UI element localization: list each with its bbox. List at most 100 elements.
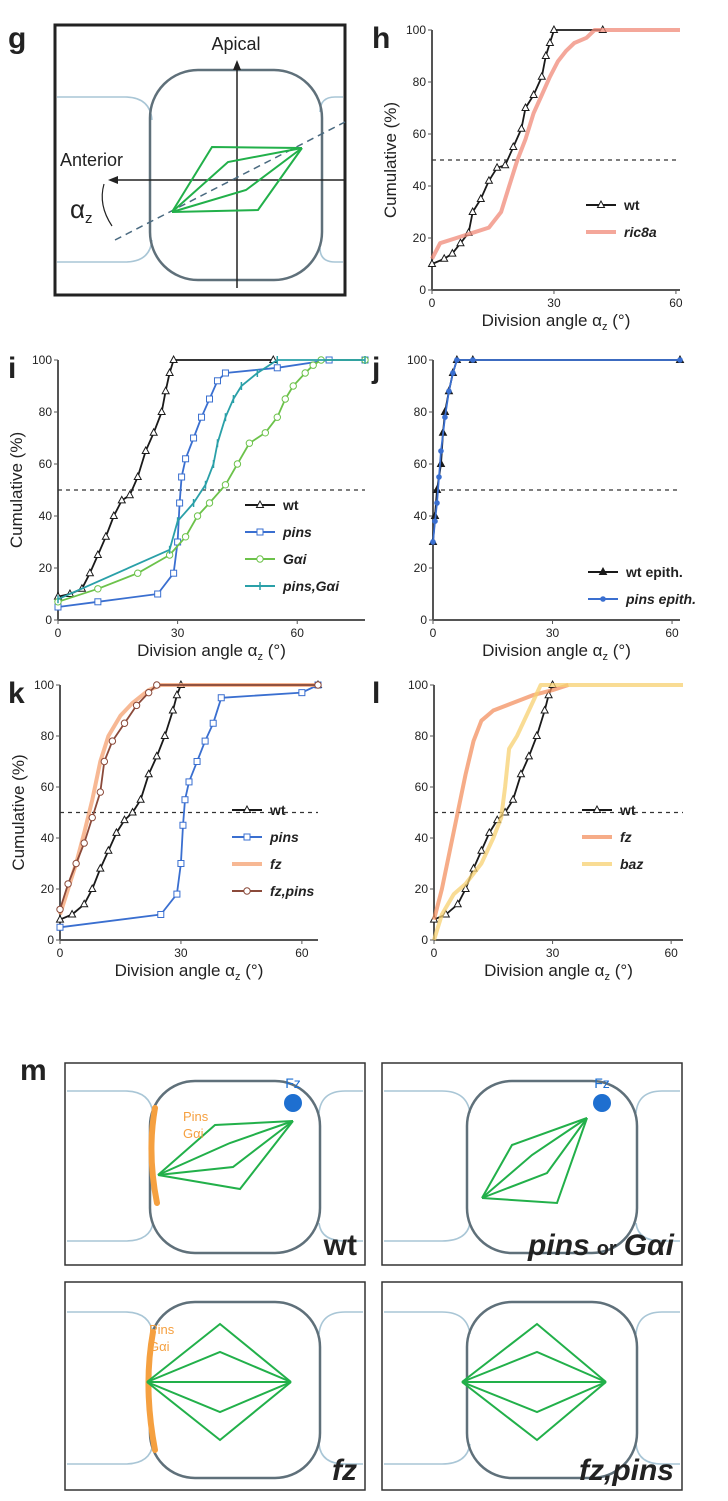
series-line <box>57 359 274 598</box>
genotype-part: Gαi <box>624 1229 675 1262</box>
marker <box>190 434 198 442</box>
marker <box>170 569 178 577</box>
marker <box>96 788 105 796</box>
frame <box>64 1281 366 1491</box>
marker <box>438 448 444 454</box>
y-tick-label: 100 <box>32 353 52 367</box>
x-tick-label: 60 <box>291 626 305 640</box>
x-axis-label-part: z <box>603 651 609 663</box>
legend-label: wt <box>269 802 286 818</box>
panel-m-fz: Pins Gαi fz <box>64 1281 366 1491</box>
marker <box>185 778 193 786</box>
y-tick-label: 20 <box>39 561 53 575</box>
neighbor-cells <box>67 1090 363 1242</box>
genotype: pins or Gαi <box>527 1229 675 1262</box>
y-tick-label: 100 <box>408 678 428 692</box>
marker <box>256 555 264 563</box>
label-apical: Apical <box>211 34 260 54</box>
marker <box>56 923 64 931</box>
subscript: z <box>85 210 93 227</box>
panel-label: l <box>372 677 380 710</box>
marker <box>289 382 297 390</box>
marker <box>128 807 137 816</box>
x-tick-label: 0 <box>431 946 438 960</box>
marker <box>549 24 559 33</box>
x-tick-label: 30 <box>547 296 561 310</box>
marker <box>205 499 214 507</box>
marker <box>454 357 460 363</box>
marker <box>446 388 452 395</box>
panel-m-pins: Fz pins or Gαi <box>381 1062 683 1266</box>
y-tick-label: 40 <box>415 831 429 845</box>
marker <box>243 887 251 895</box>
marker <box>470 357 476 363</box>
x-axis-label: Division angle αz (°) <box>115 961 264 983</box>
x-axis-label-part: (°) <box>608 641 631 660</box>
marker <box>179 821 187 829</box>
series-line <box>59 684 318 910</box>
marker <box>517 123 526 132</box>
marker <box>144 688 153 697</box>
label-anterior: Anterior <box>60 150 123 170</box>
y-tick-label: 80 <box>415 729 429 743</box>
marker <box>245 439 254 447</box>
x-tick-label: 30 <box>171 626 185 640</box>
x-axis-label-part: z <box>235 971 241 983</box>
marker <box>112 827 121 836</box>
marker <box>94 585 102 593</box>
x-tick-label: 30 <box>174 946 188 960</box>
neighbor-cells <box>384 1090 680 1242</box>
marker <box>178 473 186 481</box>
marker <box>484 827 494 836</box>
marker <box>176 499 184 507</box>
marker <box>243 833 251 841</box>
marker <box>677 357 683 363</box>
marker <box>233 460 242 468</box>
marker <box>64 880 72 888</box>
panel-label: m <box>20 1054 47 1087</box>
marker <box>592 804 602 813</box>
y-tick-label: 40 <box>39 509 53 523</box>
cortex-label: Pins <box>149 1322 175 1337</box>
y-tick-label: 80 <box>39 405 53 419</box>
x-axis-label-part: (°) <box>608 311 631 330</box>
marker <box>67 909 77 918</box>
marker <box>108 737 117 745</box>
y-tick-label: 60 <box>41 780 55 794</box>
marker <box>532 730 542 739</box>
cortex-label: Gαi <box>183 1126 204 1141</box>
marker <box>117 495 127 504</box>
marker <box>273 364 281 372</box>
genotype: wt <box>323 1229 357 1262</box>
y-tick-label: 60 <box>414 457 428 471</box>
marker <box>181 533 190 541</box>
genotype: fz,pins <box>579 1454 674 1487</box>
alpha: α <box>70 194 85 224</box>
y-tick-label: 80 <box>413 75 427 89</box>
marker <box>172 690 182 699</box>
marker <box>434 500 440 506</box>
marker <box>193 758 201 765</box>
marker <box>120 719 129 727</box>
chart: j 0 20 40 60 80 100 0 30 60 Division angle αz (°) w… <box>371 352 696 663</box>
panel-g: g Apical Anterior αz <box>8 22 347 297</box>
marker <box>273 413 281 421</box>
fz-dot <box>593 1094 611 1112</box>
marker <box>484 175 494 184</box>
marker <box>161 386 170 395</box>
angle-arc <box>101 183 113 227</box>
legend-label: pins <box>269 829 299 845</box>
marker <box>141 445 151 454</box>
panel-m-wt: Fz Pins Gαi wt <box>64 1062 366 1266</box>
cell <box>465 1079 639 1255</box>
marker <box>432 518 438 524</box>
x-axis-label-part: z <box>605 971 611 983</box>
marker <box>165 367 174 376</box>
marker <box>427 258 437 267</box>
marker <box>93 549 103 558</box>
cell <box>465 1300 639 1480</box>
marker <box>529 89 538 98</box>
y-tick-label: 60 <box>39 457 53 471</box>
panel-label: k <box>8 677 25 710</box>
panel-label: g <box>8 22 26 55</box>
